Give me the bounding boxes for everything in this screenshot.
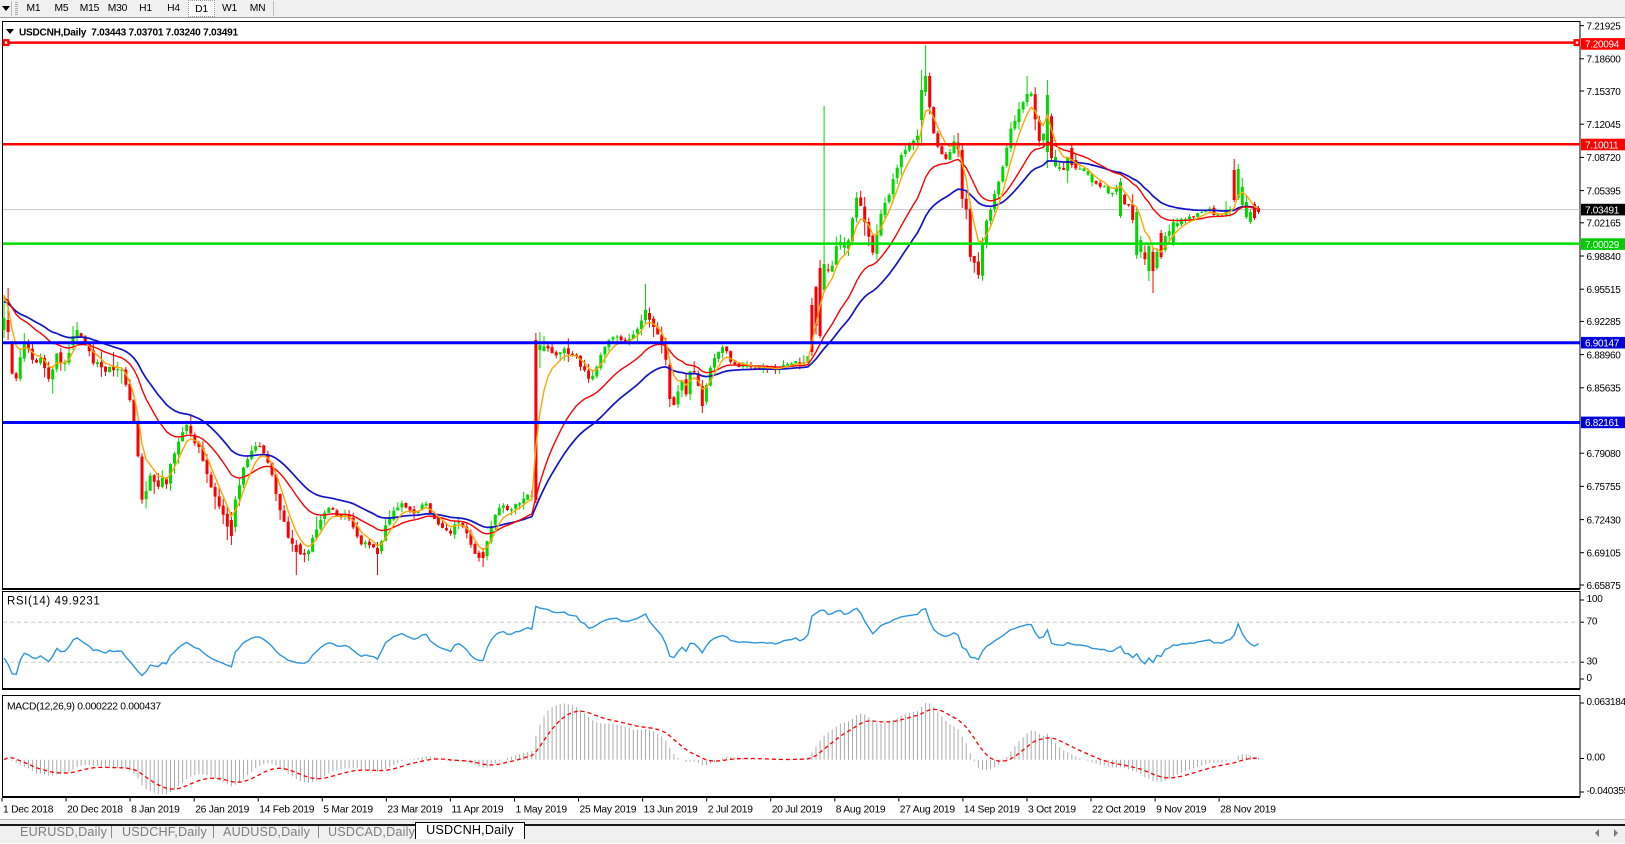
svg-text:0: 0 xyxy=(1587,673,1593,684)
svg-text:7.03491: 7.03491 xyxy=(1585,205,1620,216)
svg-text:8 Aug 2019: 8 Aug 2019 xyxy=(836,805,886,816)
svg-text:5 Mar 2019: 5 Mar 2019 xyxy=(323,805,373,816)
svg-text:6.82161: 6.82161 xyxy=(1585,418,1620,429)
svg-text:6.95515: 6.95515 xyxy=(1587,285,1622,296)
svg-text:RSI(14) 49.9231: RSI(14) 49.9231 xyxy=(7,596,100,608)
svg-text:6.85635: 6.85635 xyxy=(1587,384,1622,395)
svg-text:20 Jul 2019: 20 Jul 2019 xyxy=(772,805,823,816)
svg-text:7.00029: 7.00029 xyxy=(1585,240,1620,251)
svg-text:6.88960: 6.88960 xyxy=(1587,350,1622,361)
svg-text:6.98840: 6.98840 xyxy=(1587,252,1622,263)
svg-text:6.90147: 6.90147 xyxy=(1585,339,1620,350)
svg-text:11 Apr 2019: 11 Apr 2019 xyxy=(451,805,504,816)
svg-text:0.00: 0.00 xyxy=(1587,752,1606,763)
svg-text:7.05395: 7.05395 xyxy=(1587,186,1622,197)
svg-text:7.12045: 7.12045 xyxy=(1587,120,1622,131)
svg-text:14 Feb 2019: 14 Feb 2019 xyxy=(259,805,315,816)
svg-text:7.20094: 7.20094 xyxy=(1585,40,1620,51)
svg-text:-0.040355: -0.040355 xyxy=(1587,786,1625,797)
svg-text:0.063184: 0.063184 xyxy=(1587,697,1625,708)
svg-text:6.79080: 6.79080 xyxy=(1587,449,1622,460)
svg-text:7.21925: 7.21925 xyxy=(1587,21,1622,32)
svg-text:7.08720: 7.08720 xyxy=(1587,153,1622,164)
svg-text:6.72430: 6.72430 xyxy=(1587,515,1622,526)
svg-text:3 Oct 2019: 3 Oct 2019 xyxy=(1028,805,1076,816)
svg-text:25 May 2019: 25 May 2019 xyxy=(580,805,637,816)
svg-text:70: 70 xyxy=(1587,616,1598,627)
svg-text:7.18600: 7.18600 xyxy=(1587,55,1622,66)
svg-text:30: 30 xyxy=(1587,656,1598,667)
svg-text:13 Jun 2019: 13 Jun 2019 xyxy=(644,805,698,816)
svg-text:2 Jul 2019: 2 Jul 2019 xyxy=(708,805,754,816)
svg-text:20 Dec 2018: 20 Dec 2018 xyxy=(67,805,123,816)
svg-text:1 Dec 2018: 1 Dec 2018 xyxy=(3,805,54,816)
svg-text:26 Jan 2019: 26 Jan 2019 xyxy=(195,805,249,816)
svg-text:7.02165: 7.02165 xyxy=(1587,219,1622,230)
svg-text:6.65875: 6.65875 xyxy=(1587,581,1622,592)
svg-text:7.10011: 7.10011 xyxy=(1585,140,1619,151)
svg-text:23 Mar 2019: 23 Mar 2019 xyxy=(387,805,443,816)
svg-text:USDCNH,Daily 7.03443 7.03701: USDCNH,Daily 7.03443 7.03701 7.03240 7.0… xyxy=(19,28,238,39)
svg-text:27 Aug 2019: 27 Aug 2019 xyxy=(900,805,956,816)
svg-text:22 Oct 2019: 22 Oct 2019 xyxy=(1092,805,1146,816)
svg-text:9 Nov 2019: 9 Nov 2019 xyxy=(1156,805,1207,816)
svg-text:6.69105: 6.69105 xyxy=(1587,549,1622,560)
svg-text:6.75755: 6.75755 xyxy=(1587,482,1622,493)
svg-text:100: 100 xyxy=(1587,594,1604,605)
svg-text:7.15370: 7.15370 xyxy=(1587,87,1622,98)
svg-text:8 Jan 2019: 8 Jan 2019 xyxy=(131,805,180,816)
svg-text:6.92285: 6.92285 xyxy=(1587,317,1622,328)
svg-text:28 Nov 2019: 28 Nov 2019 xyxy=(1220,805,1276,816)
svg-text:MACD(12,26,9) 0.000222 0.00043: MACD(12,26,9) 0.000222 0.000437 xyxy=(7,702,161,713)
svg-text:14 Sep 2019: 14 Sep 2019 xyxy=(964,805,1020,816)
svg-text:1 May 2019: 1 May 2019 xyxy=(516,805,568,816)
